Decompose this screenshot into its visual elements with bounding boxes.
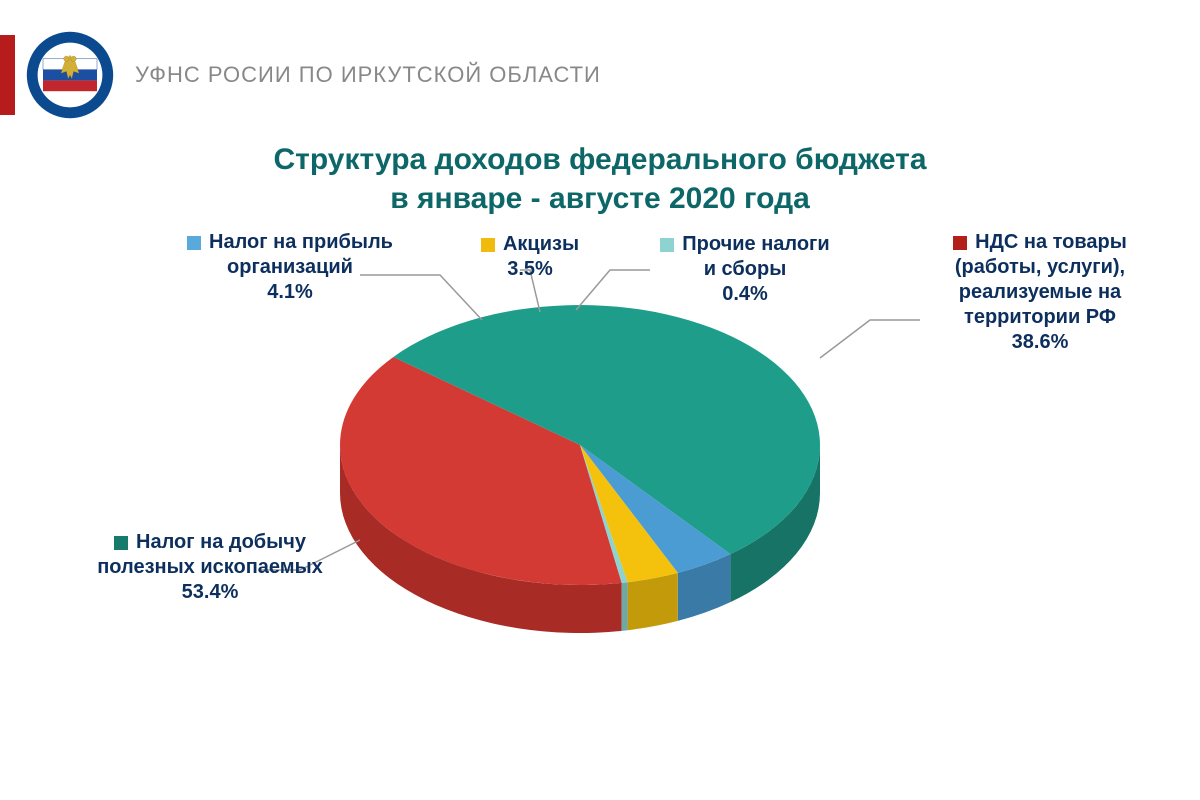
label-excise: Акцизы 3.5%: [460, 232, 600, 282]
label-vat: НДС на товары (работы, услуги), реализуе…: [930, 230, 1150, 355]
bullet-profit: [187, 236, 201, 250]
label-value-vat: 38.6%: [1012, 331, 1069, 353]
label-text-other: Прочие налоги и сборы: [682, 233, 829, 280]
bullet-mining: [114, 536, 128, 550]
pie-chart: [0, 0, 1200, 800]
label-other: Прочие налоги и сборы 0.4%: [660, 232, 830, 307]
pie-side-excise: [628, 573, 678, 630]
leader-vat: [820, 320, 920, 358]
label-mining: Налог на добычу полезных ископаемых 53.4%: [80, 530, 340, 605]
label-value-profit: 4.1%: [267, 281, 313, 303]
bullet-vat: [953, 236, 967, 250]
pie-side-other: [622, 582, 628, 631]
label-profit: Налог на прибыль организаций 4.1%: [170, 230, 410, 305]
label-value-other: 0.4%: [722, 283, 768, 305]
bullet-other: [660, 238, 674, 252]
label-text-excise: Акцизы: [503, 233, 579, 255]
label-text-profit: Налог на прибыль организаций: [209, 231, 393, 278]
label-value-mining: 53.4%: [182, 581, 239, 603]
label-text-vat: НДС на товары (работы, услуги), реализуе…: [955, 231, 1127, 328]
bullet-excise: [481, 238, 495, 252]
label-value-excise: 3.5%: [507, 258, 553, 280]
label-text-mining: Налог на добычу полезных ископаемых: [97, 531, 323, 578]
